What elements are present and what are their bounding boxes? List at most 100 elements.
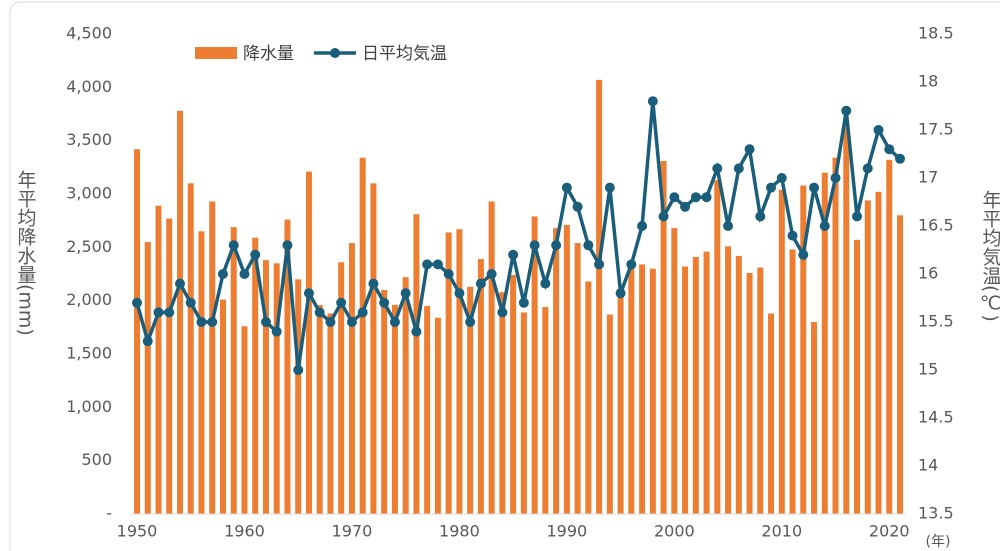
bar: [510, 275, 517, 514]
bar: [725, 246, 732, 514]
x-tick-label: 1960: [224, 522, 265, 541]
point: [422, 259, 433, 270]
legend-label: 降水量: [243, 44, 294, 64]
line: [135, 101, 902, 371]
x-tick-label: 1970: [332, 522, 373, 541]
bar: [768, 313, 775, 514]
point: [389, 317, 400, 327]
bar: [391, 304, 398, 514]
bar: [628, 264, 635, 514]
point: [174, 278, 185, 289]
point: [626, 259, 637, 270]
x-tick-label: 2010: [761, 522, 802, 541]
y-axis-label: 年平均降水量(mm): [15, 170, 37, 336]
bar: [649, 268, 656, 514]
y2-tick-label: 14.5: [918, 408, 954, 427]
point: [368, 278, 379, 289]
bar: [778, 189, 785, 514]
bar: [520, 312, 527, 514]
point: [314, 307, 325, 318]
y-tick-label: 2,000: [66, 290, 112, 309]
bar: [800, 185, 807, 514]
point: [443, 269, 454, 279]
y-tick-label: 4,500: [66, 24, 112, 43]
point: [153, 307, 164, 318]
y-tick-label: 2,500: [66, 237, 112, 256]
legend-label: 日平均気温: [362, 44, 447, 64]
point: [529, 240, 540, 251]
point: [852, 211, 863, 222]
point: [164, 307, 175, 318]
x-tick-label: 1980: [439, 522, 480, 541]
point: [250, 249, 261, 260]
point: [486, 269, 497, 279]
y2-tick-label: 16.5: [918, 216, 954, 235]
y-tick-label: -: [106, 504, 112, 523]
bar: [284, 219, 291, 514]
bar: [703, 251, 710, 514]
point: [680, 201, 691, 212]
point: [454, 288, 465, 299]
point: [303, 288, 314, 299]
x-tick-label: 1950: [117, 522, 158, 541]
bar: [843, 124, 850, 515]
point: [239, 269, 250, 279]
bar: [434, 317, 441, 514]
point: [884, 144, 895, 155]
point: [637, 221, 648, 231]
bar: [467, 286, 474, 514]
bar: [854, 239, 861, 514]
bar: [219, 299, 226, 514]
bar: [499, 292, 506, 514]
point: [809, 182, 820, 193]
point: [658, 211, 669, 222]
y-tick-label: 1,000: [66, 397, 112, 416]
y2-tick-label: 18: [918, 72, 938, 91]
bar: [864, 200, 871, 514]
point: [228, 240, 239, 251]
y2-tick-label: 14: [918, 456, 938, 475]
x-tick-label: 2020: [869, 522, 910, 541]
point: [841, 105, 852, 116]
y2-tick-label: 17: [918, 168, 938, 187]
y2-tick-label: 18.5: [918, 24, 954, 43]
bar: [811, 322, 818, 514]
point: [518, 297, 529, 308]
bar: [542, 307, 549, 514]
point: [282, 240, 293, 251]
point: [819, 221, 830, 231]
bar: [424, 306, 431, 514]
bar: [671, 228, 678, 514]
point: [336, 297, 347, 308]
point: [862, 163, 873, 174]
point: [142, 336, 153, 347]
bar: [897, 215, 903, 515]
y-tick-label: 4,000: [66, 77, 112, 96]
bar: [338, 262, 345, 514]
bar: [735, 255, 742, 514]
point: [572, 201, 583, 212]
point: [207, 317, 218, 327]
point: [196, 317, 207, 327]
point: [379, 297, 390, 308]
bar: [488, 201, 495, 514]
point: [271, 326, 282, 337]
point: [787, 230, 798, 241]
bar: [617, 290, 624, 514]
bar: [359, 157, 366, 514]
bar: [370, 183, 377, 515]
point: [293, 365, 304, 375]
bar: [445, 232, 452, 514]
bar: [187, 183, 194, 515]
point: [690, 192, 701, 203]
bar: [209, 201, 216, 514]
point: [766, 182, 777, 193]
x-tick-label: 1990: [546, 522, 587, 541]
point: [701, 192, 712, 203]
point: [551, 240, 562, 251]
legend-swatch: [195, 47, 237, 59]
x-tick-label: 2000: [654, 522, 695, 541]
y2-tick-label: 15.5: [918, 312, 954, 331]
bar: [155, 205, 162, 514]
bar: [585, 281, 592, 514]
